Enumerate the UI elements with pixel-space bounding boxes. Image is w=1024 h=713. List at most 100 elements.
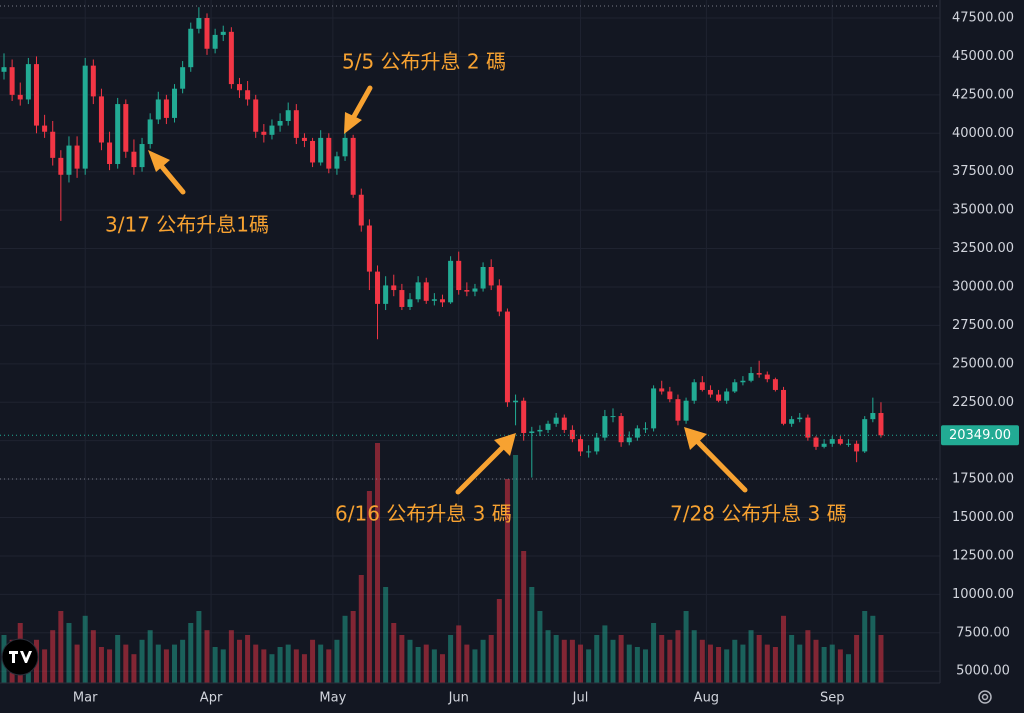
volume-bar — [131, 654, 137, 683]
volume-bar — [366, 491, 372, 683]
candle-body — [545, 423, 551, 430]
candle-body — [537, 429, 543, 432]
volume-bar — [724, 649, 730, 683]
candle-body — [821, 443, 827, 447]
candle-body — [667, 391, 673, 400]
candle-body — [115, 104, 121, 165]
volume-bar — [675, 630, 681, 683]
candle-body — [813, 437, 819, 447]
volume-bar — [634, 647, 640, 683]
candle-body — [521, 400, 527, 433]
gear[interactable] — [978, 690, 992, 704]
volume-bar — [586, 649, 592, 683]
arrow — [349, 85, 373, 123]
volume-bar — [383, 587, 389, 683]
volume-bar — [301, 654, 307, 683]
candle-body — [829, 439, 835, 444]
volume-bar — [480, 639, 486, 683]
y-tick-label: 27500.00 — [952, 318, 1014, 333]
candle-body — [716, 394, 722, 401]
volume-bar — [537, 611, 543, 683]
volume-bar — [862, 611, 868, 683]
y-tick-label: 30000.00 — [952, 279, 1014, 294]
candle-body — [245, 90, 251, 100]
volume-bar — [659, 635, 665, 683]
candle-body — [837, 439, 843, 444]
volume-bar — [293, 649, 299, 683]
candle-body — [407, 299, 413, 307]
candle-body — [139, 144, 145, 168]
volume-bar — [456, 625, 462, 683]
volume-bar — [58, 611, 64, 683]
logo-circle — [1, 638, 39, 676]
volume-bar — [310, 639, 316, 683]
volume-bar — [618, 635, 624, 683]
arrow-head — [344, 112, 362, 134]
candle-body — [123, 104, 129, 152]
gear-center[interactable] — [981, 693, 989, 701]
volume-bar — [561, 639, 567, 683]
volume-bar — [699, 639, 705, 683]
volume-bar — [756, 635, 762, 683]
candle-body — [740, 380, 746, 383]
candle-body — [797, 417, 803, 420]
annotation: 5/5 公布升息 2 碼 — [342, 50, 506, 74]
candle-body — [781, 389, 787, 424]
candle-body — [261, 131, 267, 135]
volume-bar — [74, 644, 80, 683]
volume-bar — [261, 649, 267, 683]
volume-bar — [805, 630, 811, 683]
candle-body — [155, 99, 161, 120]
candle-body — [269, 125, 275, 135]
volume-bar — [358, 575, 364, 683]
volume-bar — [837, 649, 843, 683]
volume-bar — [98, 647, 104, 683]
candle-body — [383, 285, 389, 304]
candle-body — [707, 389, 713, 395]
logo — [1, 638, 39, 676]
arrow — [455, 442, 508, 495]
candle-body — [764, 374, 770, 380]
volume-bar — [545, 630, 551, 683]
annotation: 6/16 公布升息 3 碼 — [335, 502, 512, 526]
candle-body — [504, 311, 510, 403]
candle-body — [618, 416, 624, 443]
x-tick-label: Apr — [200, 691, 223, 706]
arrow — [155, 159, 186, 195]
volume-bar — [163, 649, 169, 683]
volume-bar — [415, 647, 421, 683]
volume-bar — [821, 647, 827, 683]
candle-body — [342, 137, 348, 157]
volume-bar — [472, 649, 478, 683]
volume-bars — [1, 443, 884, 683]
y-tick-label: 22500.00 — [952, 395, 1014, 410]
volume-bar — [123, 644, 129, 683]
candle-body — [578, 439, 584, 452]
volume-bar — [781, 615, 787, 683]
volume-bar — [220, 649, 226, 683]
volume-bar — [172, 644, 178, 683]
candle-body — [172, 88, 178, 118]
axes: 5000.00 7500.00 10000.00 12500.00 15000.00 17… — [0, 10, 1019, 706]
candle-body — [439, 299, 445, 303]
volume-bar — [870, 615, 876, 683]
candle-body — [17, 94, 23, 100]
volume-bar — [147, 630, 153, 683]
volume-bar — [464, 644, 470, 683]
volume-bar — [496, 599, 502, 683]
candle-body — [180, 67, 186, 89]
volume-bar — [772, 647, 778, 683]
candle-body — [699, 382, 705, 390]
settings-icon[interactable] — [978, 690, 992, 704]
candle-body — [98, 96, 104, 143]
candle-body — [253, 99, 259, 132]
candle-body — [496, 285, 502, 312]
logo-mark — [9, 651, 32, 663]
candle-body — [293, 110, 299, 138]
candle-body — [1, 67, 7, 72]
y-tick-label: 12500.00 — [952, 548, 1014, 563]
candle-body — [626, 437, 632, 443]
volume-bar — [277, 647, 283, 683]
candle-body — [431, 299, 437, 301]
candle-body — [318, 137, 324, 163]
